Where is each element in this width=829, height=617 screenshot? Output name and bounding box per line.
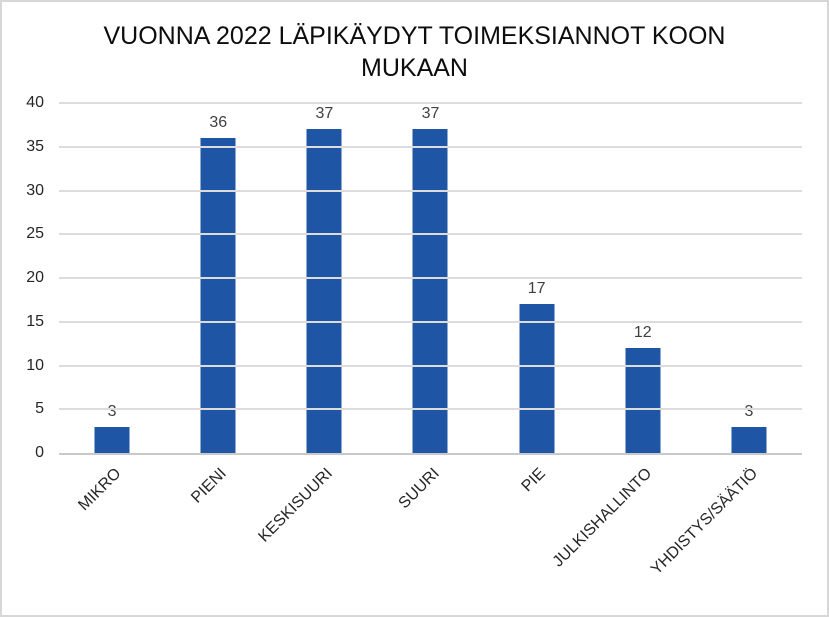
gridline <box>59 189 802 192</box>
y-tick-label: 40 <box>26 94 44 111</box>
y-tick-label: 5 <box>35 400 44 418</box>
category-label: JULKISHALLINTO <box>549 465 655 571</box>
bar <box>731 426 767 453</box>
y-tick-label: 0 <box>35 444 44 461</box>
gridline <box>59 320 802 323</box>
bar <box>200 138 236 453</box>
gridline <box>59 408 802 411</box>
category-label: PIENI <box>188 465 231 507</box>
category-label: MIKRO <box>74 465 125 515</box>
bar-value-label: 37 <box>315 105 334 123</box>
category-label: SUURI <box>395 465 443 513</box>
bar <box>306 129 342 453</box>
category-slot: 37 SUURI <box>377 103 483 512</box>
gridline <box>59 364 802 367</box>
y-tick-label: 25 <box>26 225 44 243</box>
bar <box>94 426 130 453</box>
bar-value-label: 12 <box>633 324 652 341</box>
chart-title: VUONNA 2022 LÄPIKÄYDYT TOIMEKSIANNOT KOO… <box>103 22 726 82</box>
category-slot: 17 PIE <box>484 103 590 495</box>
bar-value-label: 3 <box>744 402 754 420</box>
plot-slots: 3 MIKRO 36 PIENI 37 KESKISUURI 37 SUURI 17 PIE 12 J… <box>59 103 802 578</box>
y-tick-label: 30 <box>26 181 44 199</box>
y-tick-label: 20 <box>26 269 44 286</box>
y-tick-label: 15 <box>26 312 44 330</box>
category-label: KESKISUURI <box>255 465 337 546</box>
bar <box>519 304 555 453</box>
category-slot: 3 YHDISTYS/SÄÄTIÖ <box>648 103 802 578</box>
gridline <box>59 233 802 236</box>
y-tick-label: 35 <box>26 137 44 155</box>
y-tick-label: 10 <box>26 356 44 374</box>
bar-value-label: 17 <box>527 280 546 298</box>
bar-value-label: 36 <box>209 114 228 131</box>
category-slot: 3 MIKRO <box>59 103 165 514</box>
gridline <box>59 145 802 148</box>
bar-value-label: 37 <box>421 105 440 123</box>
bar-value-label: 3 <box>107 402 117 420</box>
category-label: PIE <box>518 465 549 496</box>
category-slot: 37 KESKISUURI <box>256 103 377 546</box>
y-axis: 0 5 10 15 20 25 30 35 40 <box>2 94 44 461</box>
category-label: YHDISTYS/SÄÄTIÖ <box>647 465 761 579</box>
bar <box>412 129 448 453</box>
gridline <box>59 277 802 279</box>
gridline <box>59 102 802 104</box>
plot-area: 3 MIKRO 36 PIENI 37 KESKISUURI 37 SUURI 17 PIE 12 J… <box>59 102 802 578</box>
